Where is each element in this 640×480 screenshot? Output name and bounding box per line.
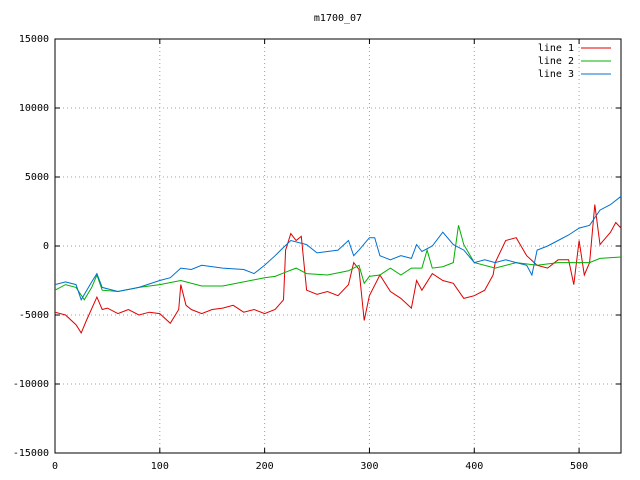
legend-label: line 1 [538,43,574,54]
y-tick-label: -10000 [13,379,49,390]
x-tick-label: 200 [256,461,274,472]
y-tick-label: 0 [43,241,49,252]
y-tick-label: 10000 [19,103,49,114]
legend-label: line 3 [538,69,574,80]
x-tick-label: 400 [465,461,483,472]
y-tick-label: 5000 [25,172,49,183]
series-line [54,204,622,334]
y-tick-label: -15000 [13,448,49,459]
x-tick-label: 100 [151,461,169,472]
legend-label: line 2 [538,56,574,67]
x-tick-label: 500 [570,461,588,472]
y-tick-label: -5000 [19,310,49,321]
x-tick-label: 0 [52,461,58,472]
plot-frame [54,38,622,454]
y-tick-label: 15000 [19,34,49,45]
chart-title: m1700_07 [314,13,362,24]
series-line [54,195,622,301]
x-tick-label: 300 [360,461,378,472]
